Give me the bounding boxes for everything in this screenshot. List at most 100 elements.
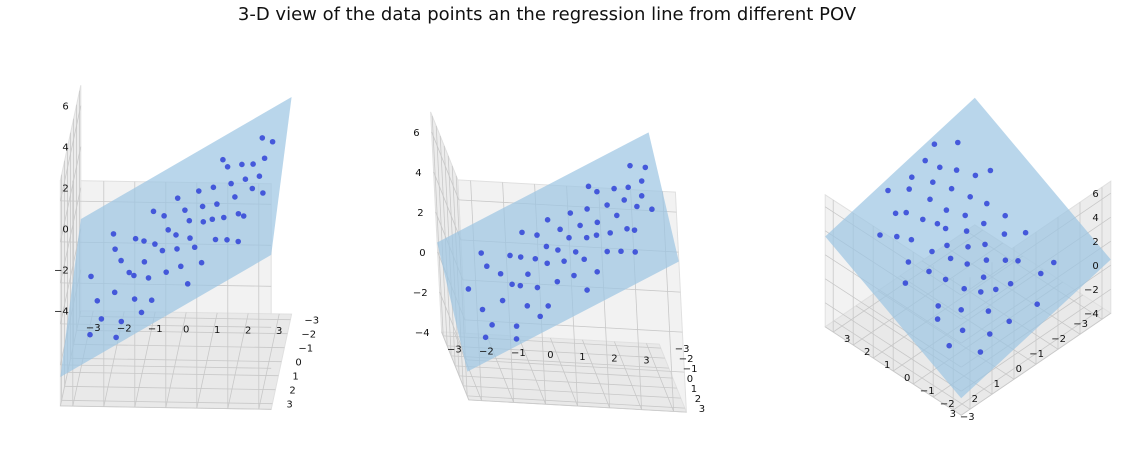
data-point <box>161 213 167 219</box>
data-point <box>958 307 964 313</box>
data-point <box>200 219 207 225</box>
data-point <box>509 281 515 288</box>
gridline <box>824 302 962 392</box>
data-point <box>584 206 590 212</box>
data-point <box>944 242 950 249</box>
x-tick-label: 0 <box>547 350 553 361</box>
gridline <box>466 359 685 373</box>
data-point <box>269 138 276 145</box>
data-point <box>948 185 955 192</box>
data-point <box>625 184 631 191</box>
z-tick-label: 2 <box>1092 237 1098 248</box>
data-point <box>902 280 909 286</box>
z-tick-label: 4 <box>62 143 68 154</box>
data-point <box>184 281 191 287</box>
data-point <box>519 229 525 236</box>
z-tick-label: −2 <box>1084 285 1099 296</box>
data-point <box>993 286 999 293</box>
data-point <box>196 188 202 194</box>
data-point <box>1002 257 1009 264</box>
data-point <box>642 164 649 171</box>
data-point <box>1022 229 1029 236</box>
data-point <box>947 255 954 262</box>
data-point <box>113 334 119 341</box>
data-point <box>138 309 145 316</box>
x-tick-label: 2 <box>611 354 617 365</box>
data-point <box>489 322 495 328</box>
data-point <box>985 308 992 314</box>
y-tick-label: −1 <box>1029 349 1044 360</box>
data-point <box>239 161 245 168</box>
data-point <box>191 244 198 251</box>
data-point <box>240 213 247 219</box>
data-point <box>572 249 579 255</box>
data-point <box>931 141 938 147</box>
data-point <box>571 272 577 279</box>
data-point <box>132 235 139 242</box>
data-point <box>163 269 169 275</box>
y-tick-label: 2 <box>972 394 978 405</box>
data-point <box>212 236 219 243</box>
data-point <box>624 225 630 232</box>
data-point <box>210 184 217 191</box>
data-point <box>499 297 506 304</box>
data-point <box>1007 280 1014 287</box>
data-point <box>525 271 531 278</box>
data-point <box>118 318 125 325</box>
gridline <box>60 405 272 410</box>
data-point <box>228 180 234 187</box>
gridline <box>468 399 687 413</box>
gridline <box>60 228 82 324</box>
z-tick-label: 2 <box>62 184 68 195</box>
data-point <box>614 212 620 219</box>
gridline <box>463 385 681 399</box>
data-point <box>978 289 984 295</box>
data-point <box>943 207 950 213</box>
gridline <box>441 331 470 401</box>
gridline <box>196 312 218 409</box>
data-point <box>908 236 915 243</box>
data-point <box>982 241 988 248</box>
data-point <box>1006 318 1012 325</box>
x-tick-label: 3 <box>276 326 282 337</box>
data-point <box>937 164 943 171</box>
subplot-1: −3 −2 −1 0 1 2 3 −3 −2 −1 0 1 2 3 −4 −2 0 2 4 6 <box>54 85 319 411</box>
y-tick-label: 3 <box>286 400 292 411</box>
gridline <box>67 371 279 377</box>
gridline <box>61 399 273 405</box>
data-point <box>126 269 132 276</box>
data-point <box>621 197 627 203</box>
subplot-3: −3 −2 −1 0 1 2 3 −3 −2 −1 0 1 2 3 −4 −2 0 2 4 6 <box>824 97 1112 423</box>
data-point <box>593 232 600 238</box>
data-point <box>959 327 966 334</box>
data-point <box>524 303 531 309</box>
x-tick-label: −1 <box>148 324 163 335</box>
data-point <box>507 252 513 259</box>
data-point <box>513 323 520 329</box>
z-tick-label: 6 <box>1092 189 1098 200</box>
gridline <box>258 313 280 410</box>
data-point <box>934 220 941 227</box>
data-point <box>220 156 226 163</box>
data-point <box>930 179 936 185</box>
gridline <box>646 343 674 412</box>
x-tick-label: 1 <box>884 360 890 371</box>
data-point <box>517 254 524 260</box>
gridline <box>70 357 282 363</box>
data-point <box>214 201 220 207</box>
y-tick-label: 0 <box>687 374 693 385</box>
data-point <box>649 206 655 213</box>
z-tick-label: 6 <box>62 102 68 113</box>
data-point <box>111 289 118 296</box>
data-point <box>224 164 231 170</box>
data-point <box>221 214 227 221</box>
data-point <box>544 260 550 267</box>
data-point <box>963 228 970 234</box>
data-point <box>935 303 941 309</box>
data-point <box>545 303 551 309</box>
data-point <box>953 167 960 173</box>
x-tick-label: −2 <box>479 346 494 357</box>
y-tick-label: −3 <box>675 344 690 355</box>
data-point <box>182 207 188 213</box>
